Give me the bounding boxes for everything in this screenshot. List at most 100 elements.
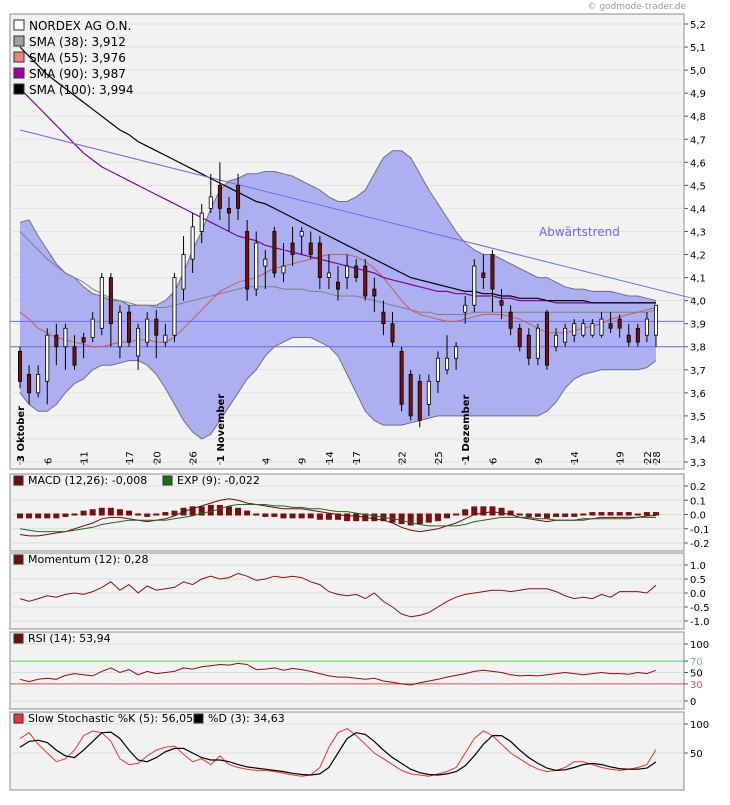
x-tick-label: 14: [325, 451, 336, 464]
main-y-tick-label: 5,2: [690, 20, 706, 31]
macd-histogram-bar: [262, 513, 269, 517]
macd-histogram-bar: [271, 513, 278, 517]
x-tick-label: 28: [652, 451, 663, 464]
macd-histogram-bar: [244, 510, 251, 516]
candle-body: [572, 323, 577, 336]
panel-frame-3: [9, 631, 685, 710]
sma-100-line: [19, 46, 656, 304]
candle-body: [136, 327, 141, 357]
x-tick-label: 22: [398, 451, 409, 464]
x-tick-label: 1 Dezember: [461, 395, 472, 462]
sub-y-tick-label: 30: [690, 680, 703, 691]
candle-body: [127, 311, 132, 343]
x-tick-label: 4: [261, 458, 272, 464]
macd-histogram-bar: [298, 513, 305, 519]
sub-y-tick-label: 70: [690, 657, 703, 668]
candle-body: [445, 357, 450, 371]
candle-body: [90, 318, 95, 338]
macd-histogram-bar: [280, 513, 287, 519]
x-tick-label: 1 November: [216, 394, 227, 462]
macd-histogram-bar: [316, 513, 323, 520]
candle-body: [635, 327, 640, 343]
trend-label: Abwärtstrend: [539, 225, 620, 239]
candle-body: [272, 231, 277, 274]
macd-histogram-bar: [325, 513, 332, 520]
macd-histogram-bar: [98, 507, 105, 516]
x-tick-label: 22: [643, 451, 654, 464]
macd-histogram-bar: [235, 507, 242, 516]
main-y-tick-label: 3,3: [690, 458, 706, 469]
stochastic-k-line: [19, 728, 657, 777]
sub-y-tick-label: -1.0: [690, 617, 710, 628]
x-tick-label: 11: [80, 451, 91, 464]
macd-histogram-bar: [198, 506, 205, 516]
candle-body: [472, 265, 477, 306]
candle-body: [363, 265, 368, 297]
x-tick-label: 20: [152, 451, 163, 464]
legend-swatch: [13, 83, 25, 95]
x-tick-label: 6: [43, 458, 54, 464]
macd-histogram-bar: [62, 513, 69, 517]
x-tick-label: 6: [488, 458, 499, 464]
sub-y-tick-label: 0.0: [690, 589, 706, 600]
macd-histogram-bar: [135, 513, 142, 516]
candle-body: [154, 318, 159, 336]
macd-histogram-bar: [589, 512, 596, 516]
macd-histogram-bar: [289, 513, 296, 519]
x-tick-label: 19: [616, 451, 627, 464]
main-y-tick-label: 3,5: [690, 412, 706, 423]
legend-swatch: [13, 19, 25, 31]
candle-body: [17, 350, 22, 382]
sub-y-tick-label: 100: [690, 640, 709, 651]
panel-frame-2: [9, 552, 685, 630]
macd-histogram-bar: [80, 510, 87, 516]
candle-body: [308, 242, 313, 255]
candle-body: [390, 323, 395, 343]
x-tick-label: 9: [534, 458, 545, 464]
main-y-tick-label: 4,5: [690, 181, 706, 192]
candle-body: [199, 212, 204, 232]
macd-histogram-bar: [89, 509, 96, 516]
legend-label: NORDEX AG O.N.: [29, 19, 131, 33]
macd-histogram-bar: [171, 510, 178, 516]
macd-histogram-bar: [653, 512, 659, 516]
momentum-line: [19, 572, 657, 618]
macd-histogram-bar: [162, 512, 169, 516]
macd-histogram-bar: [153, 513, 160, 516]
legend-label: SMA (90): 3,987: [29, 67, 126, 81]
candle-body: [354, 265, 359, 278]
legend-label: SMA (55): 3,976: [29, 51, 126, 65]
candle-body: [226, 208, 231, 214]
candle-body: [63, 327, 68, 348]
stochastic-legend-label: %D (3): 34,63: [208, 712, 285, 725]
macd-histogram-bar: [407, 513, 414, 526]
macd-legend-swatch: [13, 475, 24, 486]
candle-body: [236, 184, 241, 209]
main-y-tick-label: 4,2: [690, 251, 706, 262]
macd-histogram-bar: [471, 506, 478, 516]
candle-body: [290, 242, 295, 255]
candle-body: [36, 373, 41, 394]
candle-body: [544, 311, 549, 366]
macd-histogram-bar: [434, 513, 441, 522]
trend-line: [19, 129, 693, 299]
rsi-legend-swatch: [13, 633, 24, 644]
macd-histogram-bar: [35, 513, 42, 519]
candle-body: [99, 277, 104, 329]
macd-histogram-bar: [44, 513, 51, 519]
legend-swatch: [13, 67, 25, 79]
x-tick-label: 17: [125, 451, 136, 464]
candle-body: [372, 288, 377, 297]
sub-y-tick-label: 0.2: [690, 482, 706, 493]
macd-histogram-bar: [116, 509, 123, 516]
candle-body: [54, 334, 59, 348]
main-y-tick-label: 3,9: [690, 320, 706, 331]
candle-body: [381, 311, 386, 325]
macd-histogram-bar: [489, 506, 496, 516]
macd-histogram-bar: [643, 512, 650, 516]
macd-histogram-bar: [344, 513, 351, 522]
candle-body: [145, 318, 150, 343]
main-y-tick-label: 5,1: [690, 43, 706, 54]
candle-body: [163, 334, 168, 343]
